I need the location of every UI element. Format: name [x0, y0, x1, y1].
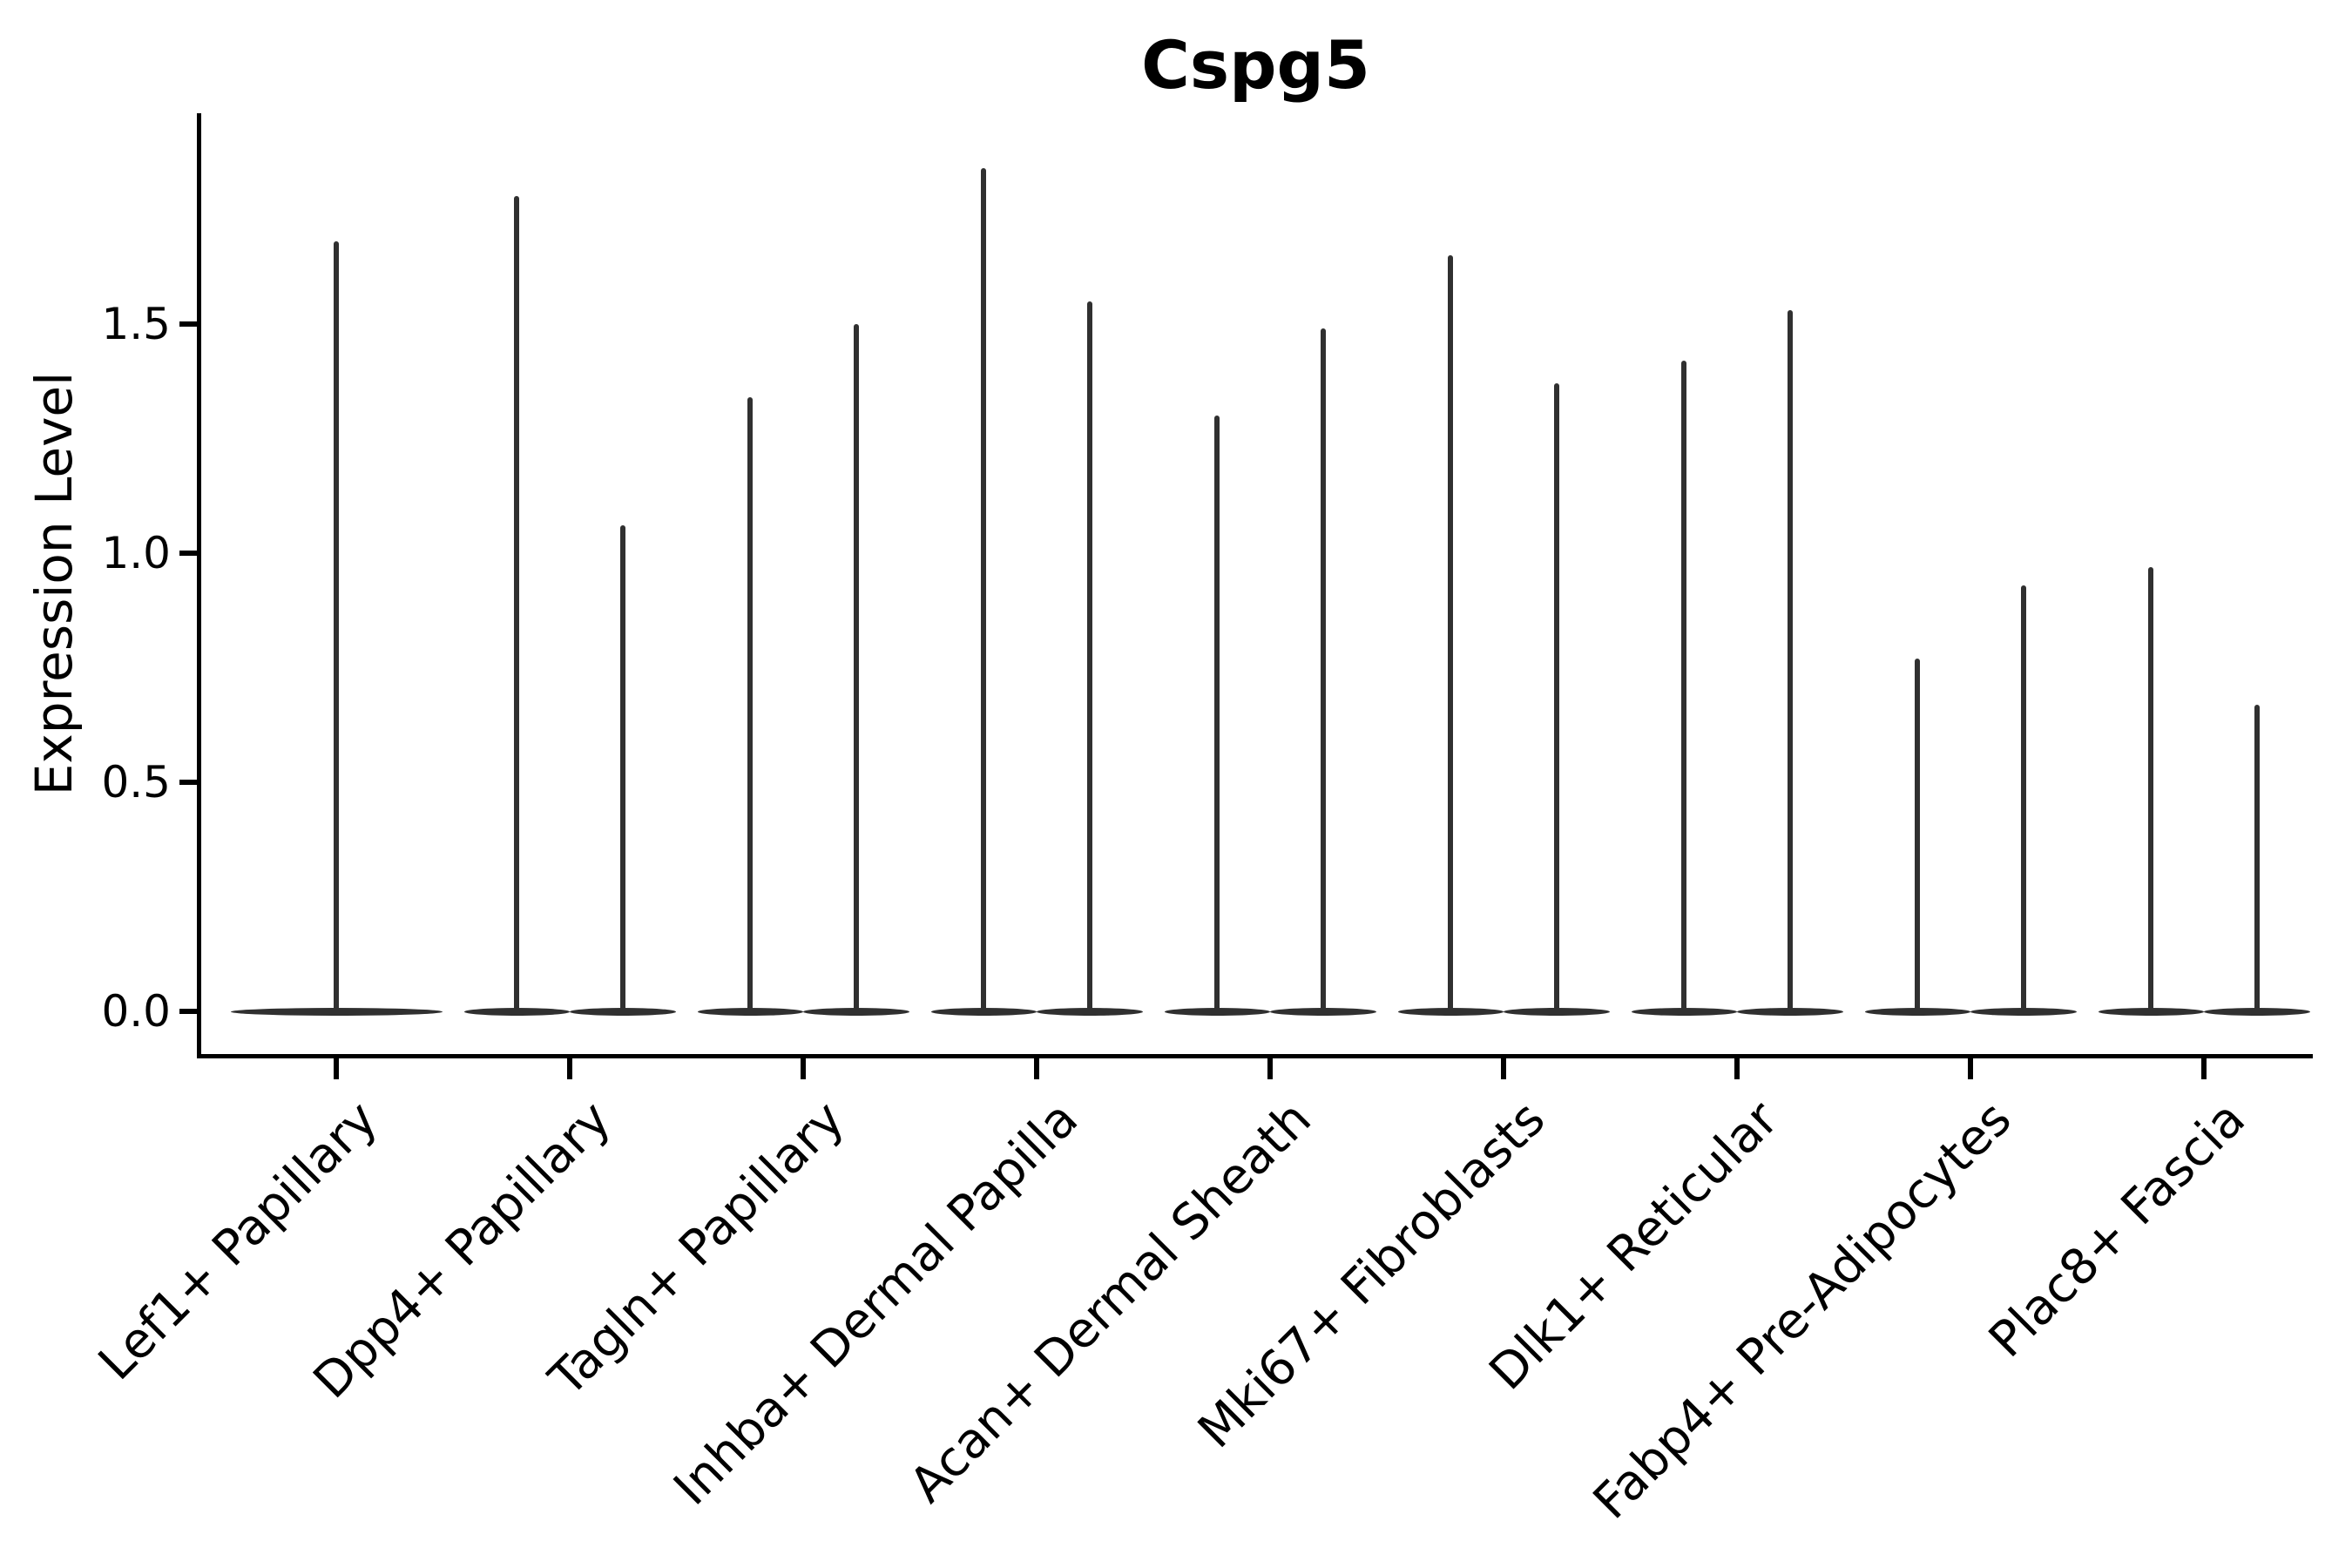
y-tick: [179, 780, 199, 785]
violin-spike: [747, 397, 754, 1011]
y-tick-label: 0.5: [101, 757, 171, 808]
violin-spike: [1915, 658, 1921, 1011]
violin-spike: [619, 525, 625, 1011]
violin-base: [1970, 1007, 2077, 1016]
violin-spike: [981, 168, 987, 1011]
violin-base: [2098, 1007, 2204, 1016]
violin-base: [930, 1007, 1037, 1016]
y-tick-label: 1.0: [101, 528, 171, 578]
violin-spike: [1448, 255, 1454, 1011]
violin-spike: [334, 241, 339, 1011]
y-tick: [179, 321, 199, 327]
violin-spike: [1086, 301, 1092, 1011]
violin-spike: [2148, 566, 2154, 1011]
x-tick-label: Inhba+ Dermal Papilla: [663, 1091, 1089, 1517]
y-tick: [179, 1009, 199, 1014]
y-axis-spine: [197, 113, 201, 1058]
x-tick: [1501, 1058, 1506, 1079]
violin-spike: [1553, 383, 1559, 1011]
violin-spike: [2020, 585, 2026, 1011]
violin-base: [1737, 1007, 1843, 1016]
x-tick: [1267, 1058, 1273, 1079]
violin-base: [1504, 1007, 1610, 1016]
violin-base: [697, 1007, 803, 1016]
y-axis-label: Expression Level: [24, 371, 84, 796]
violin-base: [1631, 1007, 1737, 1016]
violin-spike: [2254, 704, 2260, 1011]
violin-spike: [1320, 328, 1326, 1011]
y-tick-label: 1.5: [101, 299, 171, 349]
violin-base: [1397, 1007, 1504, 1016]
y-tick: [179, 551, 199, 556]
x-tick: [567, 1058, 572, 1079]
violin-spike: [1681, 361, 1687, 1011]
x-tick: [334, 1058, 339, 1079]
violin-spike: [853, 324, 859, 1011]
violin-base: [1164, 1007, 1270, 1016]
x-tick: [1968, 1058, 1973, 1079]
x-tick: [1734, 1058, 1740, 1079]
violin-base: [463, 1007, 570, 1016]
x-axis-spine: [197, 1054, 2313, 1058]
x-tick: [801, 1058, 806, 1079]
violin-base: [230, 1007, 443, 1016]
violin-base: [803, 1007, 909, 1016]
chart-title: Cspg5: [1141, 26, 1370, 104]
violin-base: [1037, 1007, 1143, 1016]
violin-spike: [1787, 310, 1793, 1011]
x-tick-label: Acan+ Dermal Sheath: [899, 1091, 1322, 1514]
violin-base: [1864, 1007, 1970, 1016]
violin-base: [2204, 1007, 2310, 1016]
violin-spike: [1214, 416, 1220, 1011]
y-tick-label: 0.0: [101, 986, 171, 1037]
violin-spike: [514, 195, 520, 1011]
violin-base: [1270, 1007, 1376, 1016]
x-tick: [2201, 1058, 2207, 1079]
x-tick: [1034, 1058, 1039, 1079]
violin-base: [570, 1007, 676, 1016]
x-tick-label: Fabp4+ Pre-Adipocytes: [1583, 1091, 2023, 1531]
